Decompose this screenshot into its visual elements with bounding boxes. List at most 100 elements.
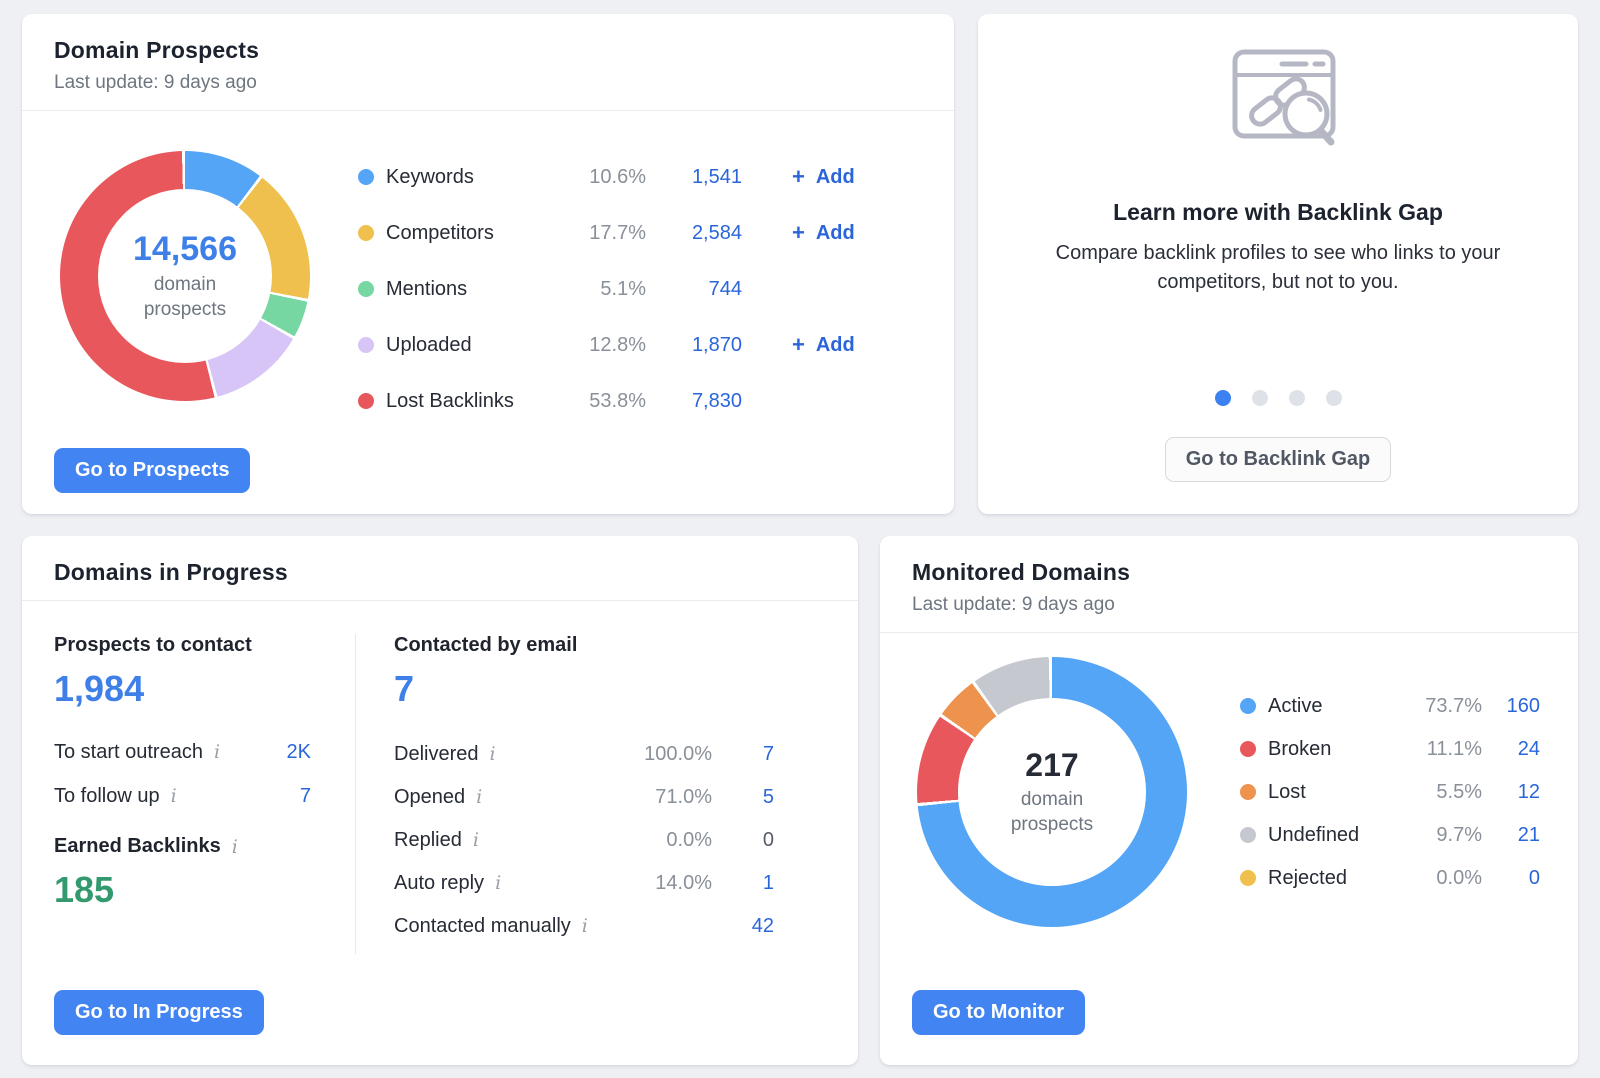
legend-color-dot — [1240, 698, 1256, 714]
promo-title: Learn more with Backlink Gap — [1113, 199, 1443, 225]
legend-count-link[interactable]: 7,830 — [691, 389, 742, 412]
legend-label: Mentions — [386, 277, 468, 300]
donut-total-value: 14,566 — [133, 229, 237, 268]
donut-total-value: 217 — [1025, 746, 1079, 783]
legend-percent: 17.7% — [589, 221, 646, 244]
legend-count-link[interactable]: 0 — [1528, 866, 1540, 889]
legend-color-dot — [358, 281, 374, 297]
legend-color-dot — [1240, 827, 1256, 843]
legend-color-dot — [358, 225, 374, 241]
contacted-by-email-value: 7 — [394, 668, 415, 709]
go-to-backlink-gap-button[interactable]: Go to Backlink Gap — [1164, 437, 1392, 482]
earned-backlinks-section: Earned Backlinks i 185 — [54, 835, 311, 911]
monitored-domains-donut-chart[interactable]: 217 domain prospects — [917, 657, 1187, 927]
stat-row: To start outreach i 2K — [54, 737, 311, 767]
legend-count-link[interactable]: 2,584 — [691, 221, 742, 244]
legend-count-link[interactable]: 12 — [1517, 780, 1540, 803]
legend-label: Active — [1268, 694, 1323, 717]
stat-row: Delivered i 100.0% 7 — [394, 739, 774, 769]
card-body: 14,566 domain prospects Keywords 10.6% 1… — [22, 111, 954, 437]
add-link[interactable]: + Add — [792, 164, 855, 190]
legend-label: Broken — [1268, 737, 1332, 760]
donut-legend: Keywords 10.6% 1,541 + Add Competitors 1… — [358, 131, 922, 437]
donut-ring[interactable] — [917, 657, 1187, 927]
legend-count-link[interactable]: 160 — [1506, 694, 1540, 717]
stat-count-link[interactable]: 5 — [762, 785, 774, 808]
info-icon[interactable]: i — [476, 786, 483, 808]
legend-percent: 53.8% — [589, 389, 646, 412]
plus-icon: + — [792, 220, 805, 245]
carousel-dot[interactable] — [1288, 390, 1305, 406]
contacted-by-email-label: Contacted by email — [394, 634, 578, 656]
legend-label: Rejected — [1268, 866, 1347, 889]
stat-count-link[interactable]: 1 — [762, 871, 774, 894]
legend-label: Lost Backlinks — [386, 389, 514, 412]
stat-label: Replied — [394, 828, 462, 851]
legend-color-dot — [1240, 741, 1256, 757]
donut-total-label: domain prospects — [143, 273, 227, 320]
stat-value-link[interactable]: 2K — [286, 740, 311, 763]
stat-count-link[interactable]: 7 — [762, 742, 774, 765]
legend-label: Uploaded — [386, 333, 472, 356]
last-update-text: Last update: 9 days ago — [54, 72, 257, 93]
info-icon[interactable]: i — [213, 741, 221, 763]
earned-backlinks-label: Earned Backlinks — [54, 835, 221, 857]
legend-count-link[interactable]: 1,541 — [691, 165, 742, 188]
add-link[interactable]: + Add — [792, 332, 855, 358]
info-icon[interactable]: i — [495, 872, 502, 894]
legend-label: Competitors — [386, 221, 494, 244]
go-to-monitor-button[interactable]: Go to Monitor — [912, 990, 1086, 1035]
add-link[interactable]: + Add — [792, 220, 855, 246]
legend-percent: 5.1% — [600, 277, 646, 300]
legend-row: Rejected 0.0% 0 — [1240, 863, 1546, 893]
donut-ring[interactable] — [60, 151, 310, 401]
card-body: 217 domain prospects Active 73.7% 160 Br… — [880, 633, 1578, 927]
info-icon[interactable]: i — [170, 785, 177, 807]
stat-percent: 0.0% — [666, 828, 712, 851]
stat-percent: 14.0% — [655, 871, 712, 894]
carousel-dot[interactable] — [1251, 390, 1268, 406]
prospects-to-contact-value: 1,984 — [54, 668, 145, 709]
info-icon[interactable]: i — [489, 743, 496, 765]
legend-percent: 0.0% — [1436, 866, 1482, 889]
legend-count-link[interactable]: 24 — [1517, 737, 1540, 760]
card-body: Prospects to contact 1,984 To start outr… — [22, 601, 858, 954]
stat-value-link[interactable]: 7 — [299, 784, 311, 807]
legend-color-dot — [1240, 870, 1256, 886]
stat-label: To follow up — [54, 784, 160, 807]
domains-in-progress-card: Domains in Progress Prospects to contact… — [22, 536, 858, 1065]
info-icon[interactable]: i — [472, 829, 479, 851]
go-to-in-progress-button[interactable]: Go to In Progress — [54, 990, 264, 1035]
card-title: Domain Prospects — [54, 37, 260, 63]
card-header: Domains in Progress — [22, 536, 858, 601]
add-label: Add — [815, 333, 855, 356]
carousel-dot[interactable] — [1325, 390, 1342, 406]
carousel-dot[interactable] — [1214, 390, 1231, 406]
carousel-dots — [978, 390, 1578, 406]
legend-count-link[interactable]: 1,870 — [691, 333, 742, 356]
legend-row: Uploaded 12.8% 1,870 + Add — [358, 325, 922, 365]
legend-color-dot — [358, 393, 374, 409]
card-body: Learn more with Backlink Gap Compare bac… — [978, 14, 1578, 514]
info-icon[interactable]: i — [231, 835, 238, 858]
legend-row: Mentions 5.1% 744 + Add — [358, 269, 922, 309]
legend-color-dot — [1240, 784, 1256, 800]
stat-label: Opened — [394, 785, 466, 808]
donut-center: 217 domain prospects — [917, 657, 1187, 927]
legend-count-link[interactable]: 744 — [708, 277, 742, 300]
go-to-prospects-button[interactable]: Go to Prospects — [54, 448, 251, 493]
legend-color-dot — [358, 337, 374, 353]
legend-percent: 5.5% — [1436, 780, 1482, 803]
card-title: Monitored Domains — [912, 559, 1131, 585]
card-title: Domains in Progress — [54, 559, 288, 585]
domain-prospects-donut-chart[interactable]: 14,566 domain prospects — [60, 151, 310, 401]
earned-backlinks-value: 185 — [54, 869, 115, 910]
legend-row: Competitors 17.7% 2,584 + Add — [358, 213, 922, 253]
stat-count-link[interactable]: 42 — [751, 914, 774, 937]
legend-count-link[interactable]: 21 — [1517, 823, 1540, 846]
outreach-rows: To start outreach i 2K To follow up i 7 — [54, 737, 311, 811]
prospects-column: Prospects to contact 1,984 To start outr… — [54, 634, 355, 954]
info-icon[interactable]: i — [581, 915, 588, 937]
add-label: Add — [815, 165, 855, 188]
